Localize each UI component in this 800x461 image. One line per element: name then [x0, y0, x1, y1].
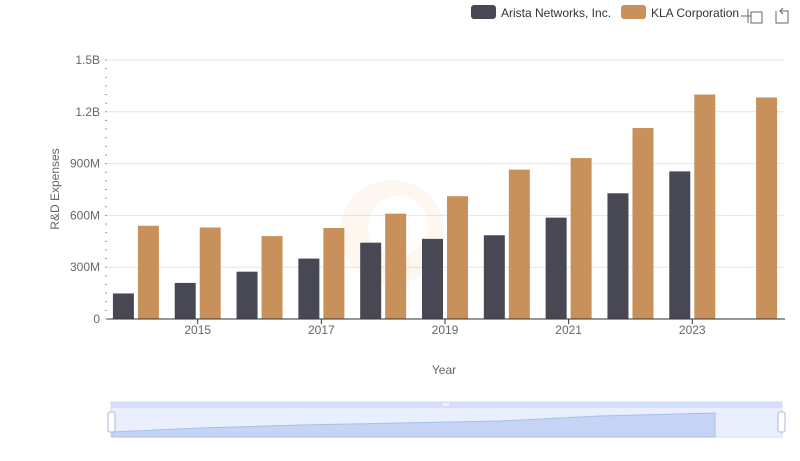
x-axis-title: Year	[432, 363, 456, 377]
x-tick-label: 2021	[555, 323, 582, 337]
y-tick-label: 1.2B	[75, 105, 100, 119]
bar-arista-2016[interactable]	[236, 271, 258, 319]
legend-swatch-kla	[621, 5, 646, 19]
bar-kla-2022[interactable]	[632, 128, 654, 319]
x-tick-label: 2015	[184, 323, 211, 337]
bar-kla-2021[interactable]	[570, 158, 592, 319]
bar-arista-2019[interactable]	[422, 238, 443, 319]
legend-item-kla[interactable]: KLA Corporation	[621, 5, 739, 20]
bar-arista-2018[interactable]	[360, 242, 382, 319]
bar-kla-2024[interactable]	[756, 97, 778, 320]
y-axis-ticks: 0 300M 600M 900M 1.2B 1.5B	[70, 53, 107, 326]
bar-arista-2022[interactable]	[607, 193, 629, 319]
bar-kla-2014[interactable]	[137, 225, 159, 319]
y-axis-title: R&D Expenses	[48, 148, 62, 229]
bar-kla-2020[interactable]	[508, 169, 530, 319]
x-tick-label: 2019	[432, 323, 459, 337]
datazoom-slider[interactable]	[107, 401, 786, 438]
datazoom-handle-right[interactable]	[777, 411, 786, 433]
bar-kla-2016[interactable]	[261, 236, 283, 319]
bar-arista-2014[interactable]	[112, 293, 134, 319]
y-tick-label: 900M	[70, 157, 100, 171]
y-tick-label: 1.5B	[75, 53, 100, 67]
legend-item-arista[interactable]: Arista Networks, Inc.	[471, 5, 611, 20]
x-axis-ticks: 2015 2017 2019 2021 2023	[184, 319, 706, 337]
zoom-select-icon[interactable]	[741, 9, 763, 24]
y-tick-label: 0	[93, 312, 100, 326]
x-tick-label: 2017	[308, 323, 335, 337]
y-tick-label: 300M	[70, 260, 100, 274]
zoom-reset-icon[interactable]	[775, 7, 789, 24]
bar-kla-2023[interactable]	[694, 94, 716, 320]
bar-arista-2023[interactable]	[669, 171, 691, 319]
x-tick-label: 2023	[679, 323, 706, 337]
legend-label-kla: KLA Corporation	[651, 6, 739, 20]
bar-kla-2019[interactable]	[447, 196, 468, 319]
datazoom-handle-left[interactable]	[107, 411, 116, 433]
bar-kla-2015[interactable]	[199, 227, 221, 319]
datazoom-data-shadow	[111, 412, 716, 438]
legend: Arista Networks, Inc. KLA Corporation	[471, 5, 739, 20]
bars	[112, 94, 778, 320]
bar-arista-2017[interactable]	[298, 258, 320, 319]
legend-swatch-arista	[471, 5, 496, 19]
legend-label-arista: Arista Networks, Inc.	[501, 6, 611, 20]
bar-kla-2017[interactable]	[323, 228, 345, 319]
y-tick-label: 600M	[70, 208, 100, 222]
bar-arista-2020[interactable]	[483, 235, 505, 319]
bar-arista-2021[interactable]	[545, 217, 567, 319]
datazoom-drag-grip-icon[interactable]	[443, 403, 449, 406]
bar-arista-2015[interactable]	[174, 282, 196, 319]
bar-kla-2018[interactable]	[385, 213, 407, 319]
